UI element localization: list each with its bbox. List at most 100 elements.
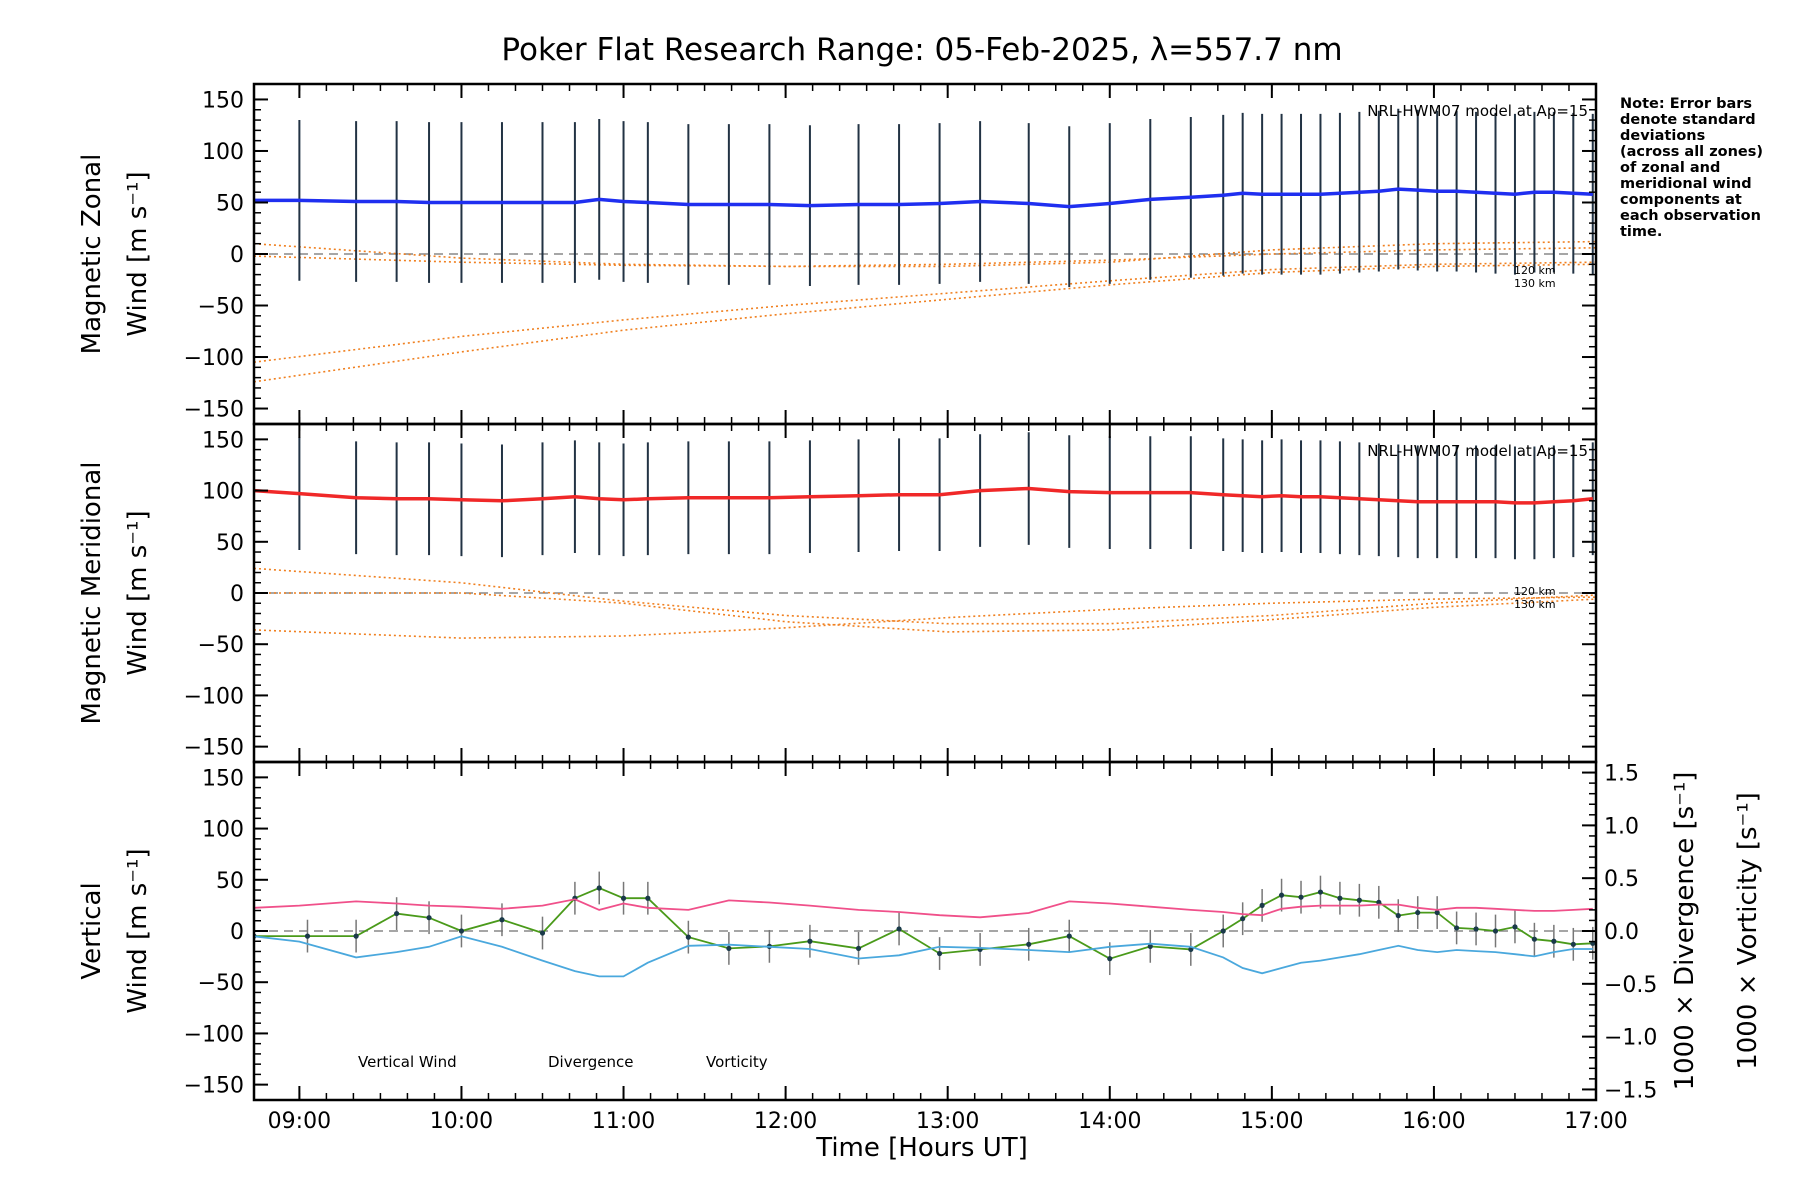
note-line: (across all zones) — [1620, 144, 1763, 160]
legend-item: Divergence — [548, 1053, 633, 1071]
y-tick-label: 50 — [216, 191, 244, 216]
note-line: time. — [1620, 224, 1662, 240]
x-tick-label: 15:00 — [1240, 1109, 1303, 1134]
y-tick-label: −150 — [184, 736, 244, 761]
vertical-wind-point — [1337, 895, 1343, 901]
y-axis-label-line2: Wind [m s⁻¹] — [123, 510, 153, 675]
vertical-wind-point — [1531, 936, 1538, 942]
vertical-wind-point — [1395, 913, 1401, 919]
vertical-wind-point — [1434, 909, 1440, 916]
model-altitude-label: 130 km — [1514, 598, 1556, 611]
divergence-line — [254, 935, 1593, 978]
model-curve — [254, 263, 1596, 383]
vertical-wind-point — [304, 933, 311, 939]
y-tick-label: −150 — [184, 1074, 244, 1099]
y-tick-label: −100 — [184, 1022, 244, 1047]
note-line: meridional wind — [1620, 176, 1752, 192]
y-tick-label: 150 — [202, 88, 244, 113]
model-curve — [254, 567, 1596, 625]
y-tick-label: −50 — [198, 295, 244, 320]
model-curve — [254, 261, 1596, 363]
vertical-wind-point — [394, 910, 400, 917]
vertical-wind-point — [1454, 925, 1460, 931]
vertical-wind-point — [1240, 916, 1246, 922]
y-tick-label: −100 — [184, 684, 244, 709]
vertical-wind-point — [896, 926, 902, 932]
vertical-wind-point — [1259, 902, 1265, 908]
plot-area — [254, 871, 1596, 978]
vertical-wind-point — [936, 950, 943, 957]
model-curve — [254, 592, 1596, 633]
legend-item: Vorticity — [706, 1053, 768, 1071]
right-axis-label-vorticity: 1000 × Vorticity [s⁻¹] — [1733, 792, 1763, 1070]
vertical-wind-point — [1376, 899, 1382, 905]
y-tick-label: 100 — [202, 480, 244, 505]
panel-vertical: Vertical Wind Divergence Vorticity 1.5 1.0 0.… — [77, 760, 1763, 1103]
y-tick-label: 50 — [216, 869, 244, 894]
model-altitude-label: 120 km — [1514, 585, 1556, 598]
vertical-wind-point — [1512, 924, 1518, 930]
x-tick-label: 14:00 — [1078, 1109, 1141, 1134]
y-tick-label: 150 — [202, 428, 244, 453]
model-altitude-label: 130 km — [1514, 277, 1556, 290]
model-label: NRL-HWM07 model at Ap=15 — [1367, 102, 1588, 120]
x-tick-label: 13:00 — [916, 1109, 979, 1134]
x-tick-label: 10:00 — [430, 1109, 493, 1134]
vertical-wind-point — [1492, 928, 1499, 934]
y-tick-label: 100 — [202, 140, 244, 165]
vertical-wind-point — [645, 895, 651, 901]
vertical-wind-point — [620, 895, 627, 901]
vertical-wind-point — [1147, 943, 1153, 949]
y-tick-label: −100 — [184, 346, 244, 371]
right-tick-label: −1.5 — [1604, 1078, 1657, 1103]
right-tick-label: 0.0 — [1604, 920, 1639, 945]
y-tick-label: −50 — [198, 971, 244, 996]
model-label: NRL-HWM07 model at Ap=15 — [1367, 442, 1588, 460]
vertical-wind-point — [807, 938, 813, 944]
vertical-wind-point — [1026, 941, 1032, 947]
x-tick-label: 12:00 — [754, 1109, 817, 1134]
zonal-wind-line — [254, 187, 1593, 209]
right-tick-label: −1.0 — [1604, 1026, 1657, 1051]
y-tick-label: 100 — [202, 818, 244, 843]
vertical-wind-point — [499, 917, 505, 923]
x-tick-label: 17:00 — [1564, 1109, 1627, 1134]
plot-area — [254, 108, 1596, 383]
vertical-wind-point — [855, 945, 862, 952]
vertical-wind-point — [458, 928, 465, 934]
right-tick-label: 1.5 — [1604, 762, 1639, 787]
note-line: components at — [1620, 192, 1742, 208]
note-line: of zonal and — [1620, 160, 1720, 176]
vertical-wind-point — [1317, 889, 1324, 895]
vertical-wind-point — [1278, 892, 1285, 898]
y-tick-label: 150 — [202, 766, 244, 791]
vertical-wind-point — [353, 933, 359, 939]
model-curve — [254, 596, 1596, 639]
right-axis-label-divergence: 1000 × Divergence [s⁻¹] — [1670, 772, 1700, 1091]
vorticity-line — [254, 898, 1593, 919]
vertical-wind-point — [1298, 894, 1304, 900]
x-axis-label: Time [Hours UT] — [815, 1133, 1028, 1163]
plot-area — [254, 432, 1596, 639]
model-curve — [254, 247, 1596, 268]
y-tick-label: 0 — [230, 243, 244, 268]
vertical-wind-point — [1551, 938, 1557, 944]
y-axis-label-line1: Magnetic Zonal — [77, 154, 107, 355]
vertical-wind-point — [1107, 956, 1113, 962]
y-tick-label: −50 — [198, 633, 244, 658]
right-tick-label: 1.0 — [1604, 814, 1639, 839]
vertical-wind-point — [1415, 909, 1421, 916]
y-tick-label: 50 — [216, 531, 244, 556]
x-tick-label: 09:00 — [268, 1109, 331, 1134]
x-tick-label: 11:00 — [592, 1109, 655, 1134]
y-axis-label-line2: Wind [m s⁻¹] — [123, 848, 153, 1013]
y-tick-label: −150 — [184, 398, 244, 423]
vertical-wind-point — [1066, 933, 1072, 939]
model-altitude-label: 120 km — [1514, 264, 1556, 277]
vertical-wind-point — [539, 930, 546, 936]
vertical-wind-point — [1570, 941, 1576, 947]
